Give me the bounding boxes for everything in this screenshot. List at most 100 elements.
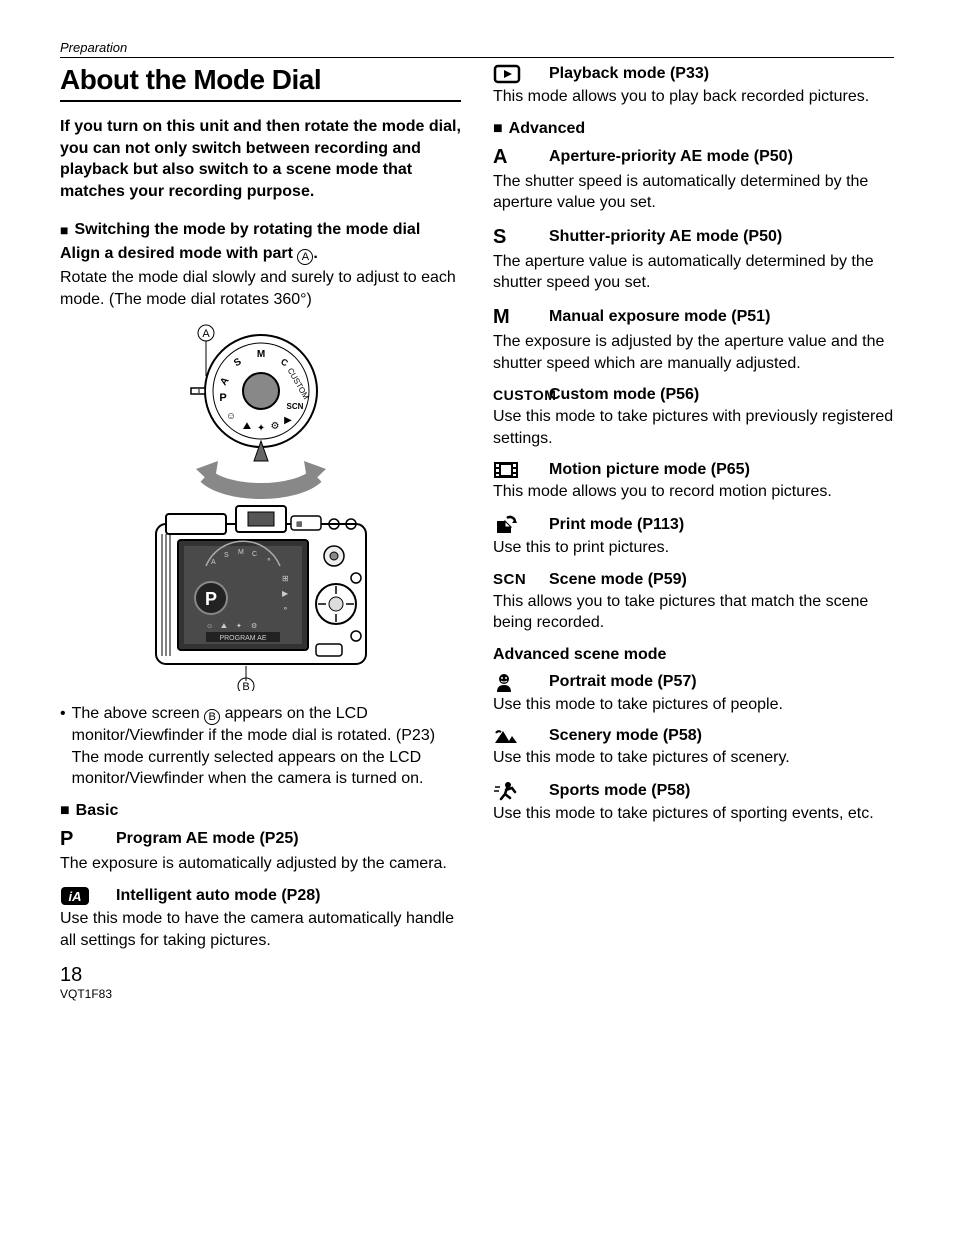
sports-icon: [493, 781, 535, 801]
mode-intelligent: iA Intelligent auto mode (P28) Use this …: [60, 886, 461, 951]
mode-title: Custom mode (P56): [549, 386, 699, 404]
svg-text:☺: ☺: [206, 623, 213, 630]
mode-shutter: S Shutter-priority AE mode (P50) The ape…: [493, 226, 894, 294]
svg-text:C: C: [252, 551, 257, 558]
mode-sports: Sports mode (P58) Use this mode to take …: [493, 781, 894, 825]
diagram-screen-label: PROGRAM AE: [219, 635, 266, 642]
svg-text:SCN: SCN: [286, 402, 303, 411]
note-prefix: The above screen: [72, 705, 205, 722]
mode-desc: This mode allows you to play back record…: [493, 86, 894, 108]
mode-desc: The exposure is adjusted by the aperture…: [493, 331, 894, 374]
mode-print: Print mode (P113) Use this to print pict…: [493, 515, 894, 559]
align-suffix: .: [313, 245, 317, 262]
mode-title: Scenery mode (P58): [549, 727, 702, 745]
custom-icon: CUSTOM: [493, 387, 535, 403]
right-column: Playback mode (P33) This mode allows you…: [493, 64, 894, 1001]
mode-desc: Use this mode to take pictures of sporti…: [493, 803, 894, 825]
mode-desc: Use this mode to take pictures of scener…: [493, 747, 894, 769]
portrait-icon: [493, 672, 535, 692]
square-bullet-icon: ■: [60, 220, 68, 241]
circle-b-inline: B: [204, 709, 220, 725]
mode-aperture: A Aperture-priority AE mode (P50) The sh…: [493, 146, 894, 214]
svg-text:▶: ▶: [282, 589, 289, 598]
basic-section: ■ Basic: [60, 802, 461, 820]
mode-title: Intelligent auto mode (P28): [116, 887, 320, 905]
mode-manual: M Manual exposure mode (P51) The exposur…: [493, 306, 894, 374]
switching-heading: ■ Switching the mode by rotating the mod…: [60, 220, 461, 241]
mode-desc: The exposure is automatically adjusted b…: [60, 853, 461, 875]
switching-heading-text: Switching the mode by rotating the mode …: [74, 220, 420, 241]
intro-text: If you turn on this unit and then rotate…: [60, 116, 461, 202]
svg-text:⚙: ⚙: [251, 622, 257, 630]
film-icon: [493, 461, 535, 479]
svg-text:S: S: [224, 552, 229, 559]
p-icon: P: [60, 828, 102, 851]
page-number: 18: [60, 964, 461, 987]
a-icon: A: [493, 146, 535, 169]
svg-text:A: A: [211, 559, 216, 566]
advanced-label: Advanced: [509, 120, 585, 138]
mode-title: Playback mode (P33): [549, 65, 709, 83]
align-prefix: Align a desired mode with part: [60, 245, 297, 262]
scn-icon: SCN: [493, 571, 535, 588]
scenery-icon: [493, 727, 535, 745]
mode-desc: The aperture value is automatically dete…: [493, 251, 894, 294]
svg-text:⚬: ⚬: [282, 604, 289, 613]
mode-playback: Playback mode (P33) This mode allows you…: [493, 64, 894, 108]
circle-a-inline: A: [297, 249, 313, 265]
mode-scene: SCN Scene mode (P59) This allows you to …: [493, 571, 894, 634]
mode-desc: Use this mode to take pictures with prev…: [493, 406, 894, 449]
svg-text:▶: ▶: [284, 415, 292, 426]
left-column: About the Mode Dial If you turn on this …: [60, 64, 461, 1001]
svg-text:⛰: ⛰: [242, 421, 251, 432]
svg-text:☺: ☺: [225, 411, 235, 422]
mode-scenery: Scenery mode (P58) Use this mode to take…: [493, 727, 894, 769]
svg-text:P: P: [219, 392, 226, 404]
svg-text:M: M: [238, 549, 244, 556]
header-section: Preparation: [60, 40, 894, 58]
mode-motion: Motion picture mode (P65) This mode allo…: [493, 461, 894, 503]
page-title: About the Mode Dial: [60, 64, 461, 102]
mode-title: Aperture-priority AE mode (P50): [549, 148, 793, 166]
rotate-text: Rotate the mode dial slowly and surely t…: [60, 267, 461, 310]
svg-text:⊞: ⊞: [282, 574, 289, 583]
square-bullet-icon: ■: [493, 120, 503, 138]
mode-title: Sports mode (P58): [549, 782, 690, 800]
bullet-dot-icon: •: [60, 703, 66, 790]
align-instruction: Align a desired mode with part A.: [60, 245, 461, 265]
advanced-scene-heading: Advanced scene mode: [493, 646, 894, 664]
diagram-label-b: B: [242, 681, 249, 691]
mode-title: Program AE mode (P25): [116, 830, 299, 848]
mode-desc: Use this mode to take pictures of people…: [493, 694, 894, 716]
svg-text:✦: ✦: [236, 622, 242, 630]
mode-custom: CUSTOM Custom mode (P56) Use this mode t…: [493, 386, 894, 449]
svg-text:⚬: ⚬: [266, 557, 272, 564]
mode-title: Scene mode (P59): [549, 571, 687, 589]
mode-title: Print mode (P113): [549, 516, 684, 534]
mode-dial-diagram: A M C CUSTOM S A P SCN: [136, 321, 386, 691]
mode-title: Portrait mode (P57): [549, 673, 697, 691]
page-footer: 18 VQT1F83: [60, 964, 461, 1001]
mode-program: P Program AE mode (P25) The exposure is …: [60, 828, 461, 875]
mode-desc: This allows you to take pictures that ma…: [493, 591, 894, 634]
playback-icon: [493, 64, 535, 84]
doc-code: VQT1F83: [60, 987, 461, 1001]
mode-title: Shutter-priority AE mode (P50): [549, 228, 782, 246]
svg-text:✦: ✦: [256, 423, 264, 434]
mode-portrait: Portrait mode (P57) Use this mode to tak…: [493, 672, 894, 716]
diagram-label-a: A: [202, 328, 210, 340]
svg-text:M: M: [256, 349, 264, 360]
mode-desc: The shutter speed is automatically deter…: [493, 171, 894, 214]
square-bullet-icon: ■: [60, 802, 70, 820]
mode-desc: This mode allows you to record motion pi…: [493, 481, 894, 503]
basic-label: Basic: [76, 802, 119, 820]
svg-text:▦: ▦: [296, 521, 303, 528]
print-icon: [493, 515, 535, 535]
svg-text:P: P: [204, 589, 216, 609]
lcd-note: • The above screen B appears on the LCD …: [60, 703, 461, 790]
mode-title: Manual exposure mode (P51): [549, 308, 770, 326]
s-icon: S: [493, 226, 535, 249]
mode-desc: Use this mode to have the camera automat…: [60, 908, 461, 951]
m-icon: M: [493, 306, 535, 329]
mode-title: Motion picture mode (P65): [549, 461, 750, 479]
